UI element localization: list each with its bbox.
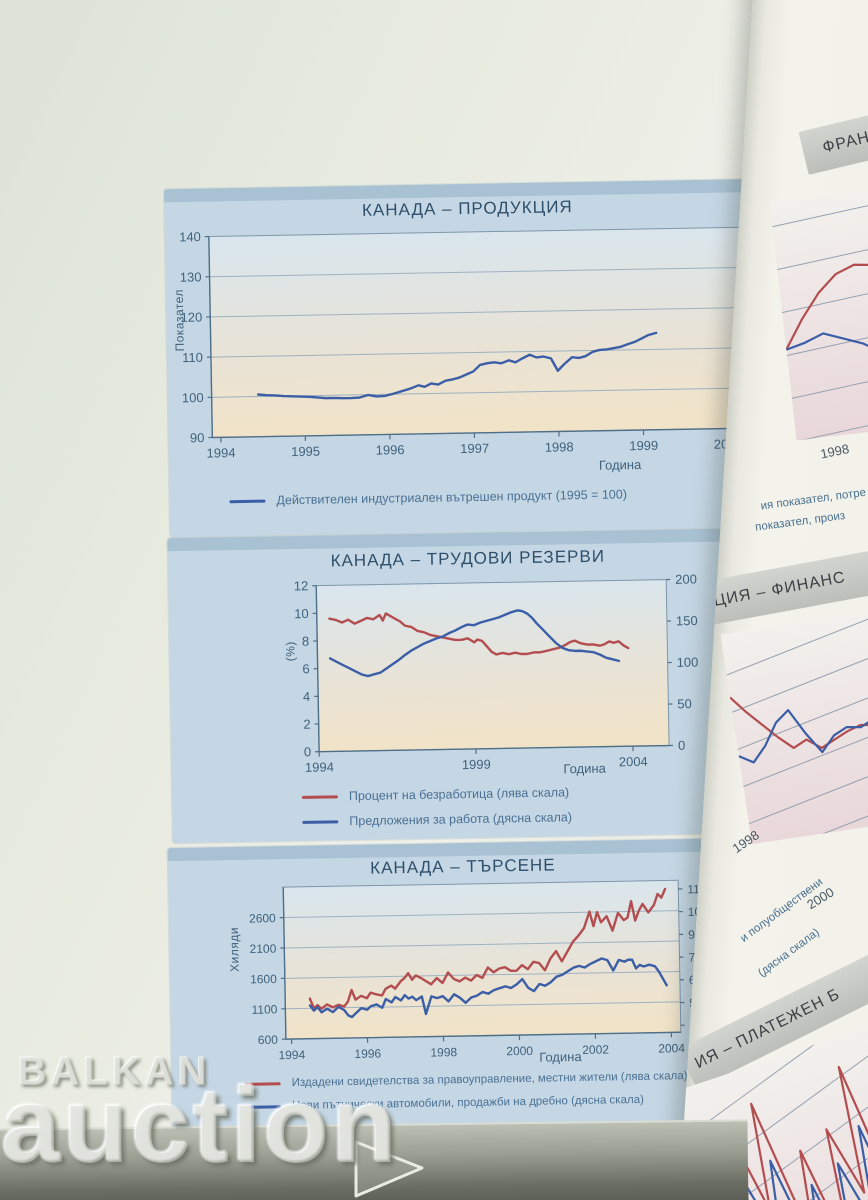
right-axis-tick-label: 150 [676, 613, 698, 628]
y-axis-tick-label: 130 [180, 269, 202, 284]
x-axis-tick-label: 1996 [354, 1046, 381, 1060]
right-axis-tick: 1998 [729, 827, 762, 856]
labour-x-axis-label: Година [563, 760, 606, 777]
chart-card-labour: КАНАДА – ТРУДОВИ РЕЗЕРВИ 0 2 4 6 8 10 12 0 50 100… [167, 527, 773, 844]
fragment-series-line [785, 213, 868, 351]
x-axis-tick-label: 2004 [619, 754, 648, 770]
right-axis-tick-label: 100 [676, 655, 698, 670]
x-axis-tick-label: 1998 [545, 439, 574, 455]
series-line [308, 887, 667, 1010]
y-axis-tick-label: 12 [294, 578, 309, 593]
watermark-balkan-text: BALKAN [18, 1050, 211, 1094]
production-legend-row: Действителен индустриален вътрешен проду… [229, 487, 627, 508]
legend-line-sample-blue [302, 819, 339, 824]
y-axis-tick-label: 2600 [249, 911, 276, 925]
legend-label: Предложения за работа (дясна скала) [349, 810, 573, 829]
series-line [328, 612, 630, 656]
right-axis-tick-label: 200 [675, 572, 697, 587]
production-x-axis-label: Година [598, 457, 642, 473]
y-axis-tick-label: 2100 [249, 942, 276, 956]
right-axis-tick-label: 0 [678, 738, 685, 753]
right-section-title-finance: ЦИЯ – ФИНАНС [702, 527, 868, 626]
x-axis-tick-label: 1999 [462, 757, 491, 773]
x-axis-tick-label: 1994 [305, 759, 334, 775]
y-axis-tick-label: 10 [294, 606, 309, 621]
y-axis-tick-label: 4 [303, 689, 310, 704]
x-axis-tick-label: 1999 [629, 438, 658, 454]
right-chart-fragment-1 [769, 173, 868, 441]
fragment-series-line [785, 332, 868, 389]
y-axis-tick-label: 2 [303, 717, 310, 732]
y-axis-tick-label: 120 [180, 310, 202, 325]
legend-label: Процент на безработица (лява скала) [348, 785, 570, 804]
x-axis-tick-label: 2002 [582, 1042, 609, 1056]
x-axis-tick-label: 1997 [460, 441, 489, 457]
demand-chart-plot: 6001100160021002600395265789110411719941… [249, 879, 708, 1062]
fragment-series-line [738, 625, 868, 764]
x-axis-tick-label: 2004 [658, 1041, 685, 1055]
right-axis-tick-label: 50 [677, 696, 692, 711]
legend-line-sample-red [301, 794, 338, 799]
y-axis-tick-label: 140 [179, 229, 201, 244]
x-axis-tick-label: 1996 [376, 442, 405, 458]
right-section-title-france: ФРАНЦ [798, 76, 868, 175]
y-axis-tick-label: 90 [190, 430, 205, 445]
chart-card-demand: КАНАДА – ТЪРСЕНЕ 60011001600210026003952… [167, 837, 763, 1137]
watermark-arrow-icon [354, 1140, 424, 1198]
production-y-axis-label: Показател [171, 288, 187, 352]
legend-line-sample-blue [229, 499, 266, 503]
y-axis-tick-label: 0 [304, 744, 311, 759]
right-chart-fragment-2 [720, 597, 868, 845]
x-axis-tick-label: 1998 [430, 1045, 457, 1059]
legend-label: Действителен индустриален вътрешен проду… [276, 487, 628, 508]
production-chart-plot: 90 100 110 120 130 140 1994 1995 1996 1997 1998 199… [179, 226, 771, 461]
y-axis-tick-label: 1600 [250, 972, 277, 986]
chart-card-production: КАНАДА – ПРОДУКЦИЯ 90 100 110 120 130 140 1994… [164, 178, 776, 538]
labour-chart-plot: 0 2 4 6 8 10 12 0 50 100 150 200 1994 1999 2004 [294, 572, 699, 775]
y-axis-tick-label: 6 [302, 661, 309, 676]
demand-y-axis-label: Хиляди [226, 926, 242, 973]
y-axis-tick-label: 600 [258, 1033, 279, 1047]
x-axis-tick-label: 1994 [206, 445, 235, 461]
demand-x-axis-label: Година [539, 1048, 582, 1065]
labour-legend-row-2: Предложения за работа (дясна скала) [302, 810, 572, 829]
y-axis-tick-label: 8 [302, 634, 309, 649]
series-line [328, 609, 621, 678]
series-line [256, 331, 658, 400]
right-legend-fragment: (дясна скала) [756, 926, 822, 980]
labour-y-axis-label: (%) [283, 641, 298, 662]
right-axis-tick: 1998 [819, 441, 851, 462]
watermark-auction-text: auction [2, 1067, 400, 1185]
y-axis-tick-label: 110 [182, 350, 203, 365]
fragment-series-line [729, 696, 868, 750]
series-line [308, 957, 668, 1019]
x-axis-tick-label: 1995 [291, 444, 320, 460]
y-axis-tick-label: 100 [182, 390, 204, 405]
y-axis-tick-label: 1100 [251, 1002, 277, 1016]
right-legend-fragment: ия показател, потре [759, 486, 867, 513]
x-axis-tick-label: 1994 [278, 1048, 305, 1062]
right-legend-fragment: показател, произ [754, 509, 846, 534]
x-axis-tick-label: 2000 [506, 1044, 533, 1058]
